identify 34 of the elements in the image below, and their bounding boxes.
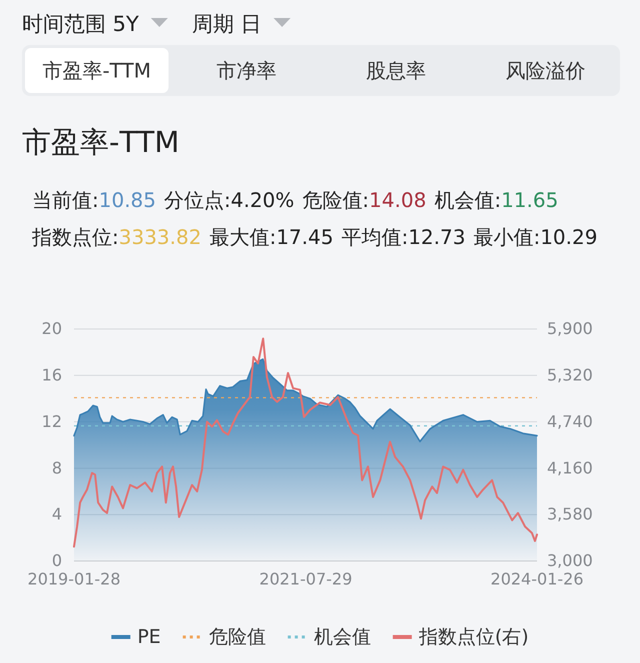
legend-label: 指数点位(右) (418, 626, 529, 648)
legend-label: 机会值 (314, 626, 371, 648)
text: 时间范围 5Y (22, 12, 140, 36)
text: 指数点位:3333.82 (31, 225, 202, 249)
text: 周期 日 (192, 12, 262, 36)
x-tick-label: 2024-01-26 (490, 569, 584, 588)
y2-tick-label: 5,900 (547, 319, 593, 338)
chart-title: 市盈率-TTM (22, 125, 180, 159)
y-tick-label: 16 (42, 366, 62, 385)
y-tick-label: 12 (42, 412, 62, 431)
y2-tick-label: 4,160 (547, 458, 593, 478)
text: 市净率 (216, 58, 276, 82)
legend-label: 危险值 (208, 626, 266, 648)
y-tick-label: 20 (42, 319, 62, 338)
text: 分位点:4.20% (164, 188, 294, 212)
text: 风险溢价 (505, 58, 586, 82)
text: 机会值:11.65 (434, 188, 558, 212)
y-tick-label: 8 (52, 458, 62, 478)
text: 平均值:12.73 (341, 225, 466, 249)
x-tick-label: 2021-07-29 (259, 569, 352, 588)
text: 最大值:17.45 (209, 225, 334, 249)
y2-tick-label: 3,000 (547, 551, 593, 570)
text: 最小值:10.29 (473, 225, 598, 249)
text: 危险值:14.08 (302, 188, 426, 212)
text: 市盈率-TTM (42, 58, 152, 82)
y2-tick-label: 3,580 (547, 504, 593, 524)
y2-tick-label: 4,740 (547, 412, 593, 431)
legend-label: PE (137, 626, 161, 648)
y-tick-label: 4 (52, 504, 62, 524)
x-tick-label: 2019-01-28 (28, 569, 120, 588)
y2-tick-label: 5,320 (547, 366, 593, 385)
text: 当前值:10.85 (32, 188, 156, 212)
text: 股息率 (366, 58, 426, 82)
y-tick-label: 0 (52, 551, 62, 570)
